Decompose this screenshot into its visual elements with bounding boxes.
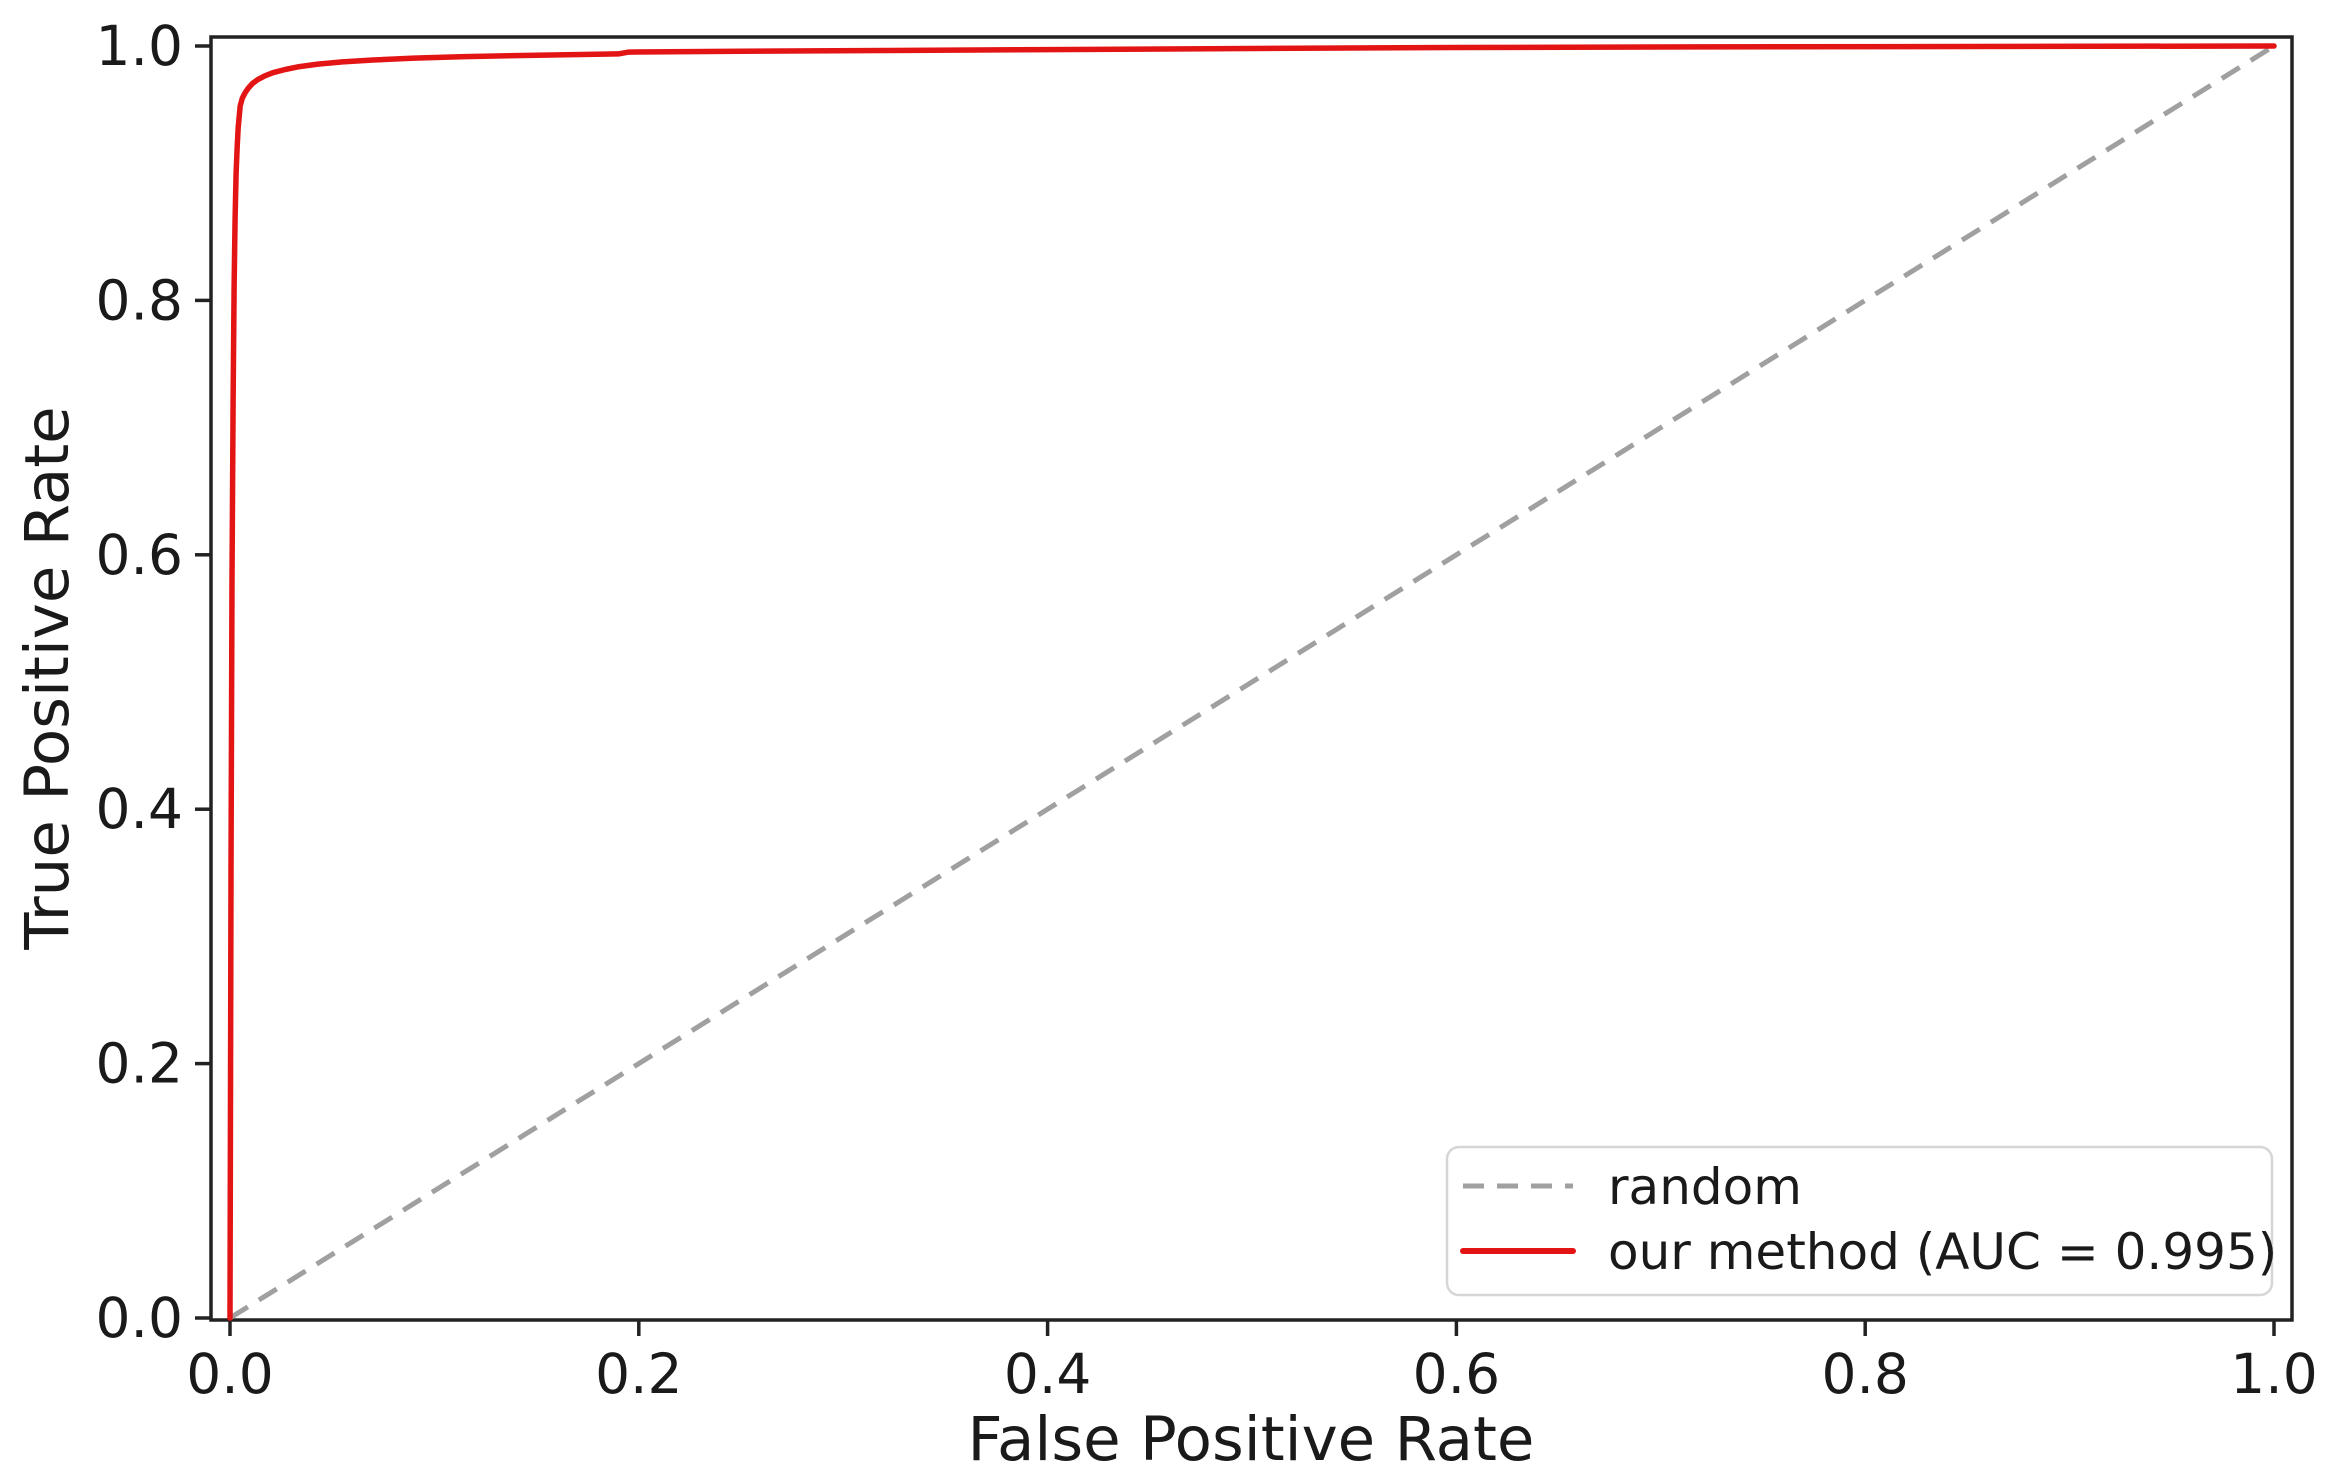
legend-random-label: random [1608,1158,1802,1216]
y-tick-label: 0.2 [96,1032,183,1096]
legend-method-label: our method (AUC = 0.995) [1608,1223,2277,1281]
x-axis-label: False Positive Rate [968,1404,1535,1475]
x-tick-label: 0.6 [1413,1342,1500,1406]
y-tick-label: 0.4 [96,777,183,841]
x-tick-label: 0.2 [595,1342,682,1406]
random-baseline-line [228,43,2276,1321]
x-tick-label: 0.8 [1821,1342,1908,1406]
y-tick-label: 0.6 [96,523,183,587]
y-axis-label: True Positive Rate [12,406,83,950]
x-axis-ticks: 0.0 0.2 0.4 0.6 0.8 1.0 [186,1320,2318,1406]
x-tick-label: 1.0 [2230,1342,2317,1406]
y-tick-label: 0.8 [96,268,183,332]
legend: random our method (AUC = 0.995) [1445,1145,2277,1297]
x-tick-label: 0.4 [1004,1342,1091,1406]
x-tick-label: 0.0 [186,1342,273,1406]
roc-curve [227,43,2277,1321]
legend-box [1445,1145,2274,1297]
y-tick-label: 0.0 [96,1286,183,1350]
y-axis-ticks: 0.0 0.2 0.4 0.6 0.8 1.0 [96,14,211,1350]
y-tick-label: 1.0 [96,14,183,78]
plot-border [209,35,2294,1322]
